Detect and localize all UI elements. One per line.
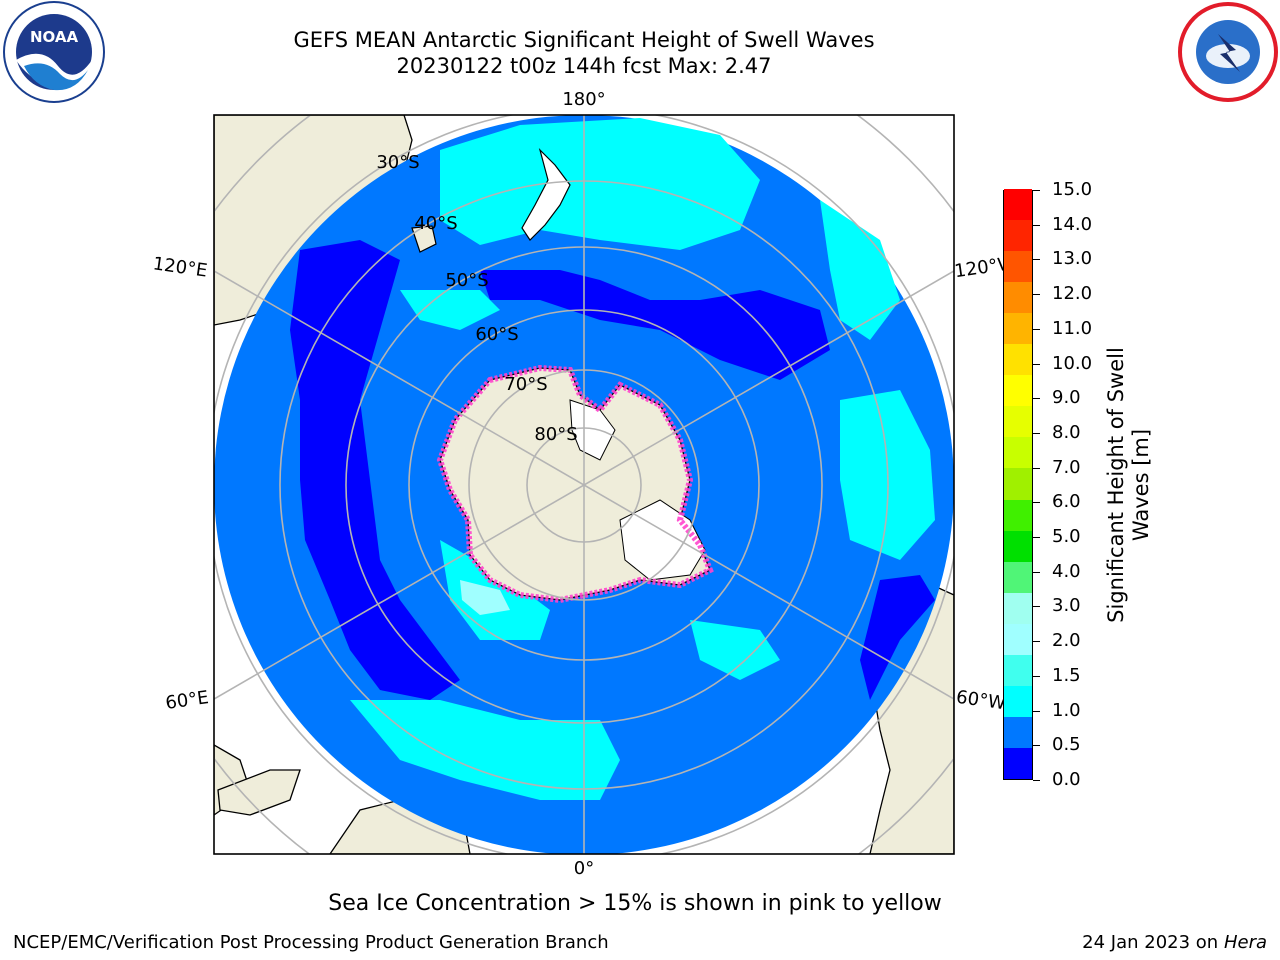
ice-shelf-ross bbox=[569, 399, 616, 461]
colorbar-tick-label: 10.0 bbox=[1052, 352, 1093, 374]
colorbar-segment bbox=[1004, 436, 1032, 469]
colorbar-segment bbox=[1004, 312, 1032, 345]
colorbar-tick-mark bbox=[1033, 467, 1040, 469]
swell-band-0-0.5-west bbox=[290, 240, 460, 700]
chart-subtitle: 20230122 t00z 144h fcst Max: 2.47 bbox=[396, 54, 772, 78]
swell-band-1-1.5-south bbox=[350, 700, 620, 800]
colorbar-tick-mark bbox=[1033, 432, 1040, 434]
colorbar-tick-label: 9.0 bbox=[1052, 387, 1081, 409]
swell-band-1-1.5-southeast bbox=[690, 620, 780, 680]
colorbar-label-line1: Significant Height of Swell bbox=[1104, 347, 1128, 623]
colorbar-segment bbox=[1004, 467, 1032, 500]
sea-ice-edge bbox=[436, 364, 714, 604]
footer-credit: NCEP/EMC/Verification Post Processing Pr… bbox=[13, 932, 609, 953]
noaa-logo-icon: NOAA bbox=[3, 1, 105, 103]
lon-label-60e: 60°E bbox=[164, 687, 210, 714]
nws-logo-icon bbox=[1178, 2, 1278, 102]
colorbar-tick-label: 6.0 bbox=[1052, 491, 1081, 513]
lon-label-60w: 60°W bbox=[955, 687, 1007, 715]
sea-ice-note: Sea Ice Concentration > 15% is shown in … bbox=[328, 891, 942, 916]
lat-label-50s: 50°S bbox=[445, 270, 488, 291]
colorbar-tick-mark bbox=[1033, 710, 1040, 712]
colorbar-segment bbox=[1004, 747, 1032, 779]
colorbar-segment bbox=[1004, 250, 1032, 283]
colorbar-segment bbox=[1004, 219, 1032, 252]
swell-band-1-1.5-north bbox=[440, 118, 760, 250]
colorbar-segment bbox=[1004, 530, 1032, 562]
colorbar-tick-label: 0.0 bbox=[1052, 769, 1081, 790]
colorbar-tick-mark bbox=[1033, 328, 1040, 330]
lat-label-60s: 60°S bbox=[475, 324, 518, 345]
lat-label-40s: 40°S bbox=[414, 213, 457, 234]
colorbar-segment bbox=[1004, 654, 1032, 686]
swell-band-1-1.5-ring bbox=[400, 290, 500, 330]
lat-label-30s: 30°S bbox=[376, 152, 419, 173]
graticule bbox=[214, 115, 954, 854]
colorbar-tick-label: 1.5 bbox=[1052, 664, 1081, 686]
colorbar-tick-mark bbox=[1033, 224, 1040, 226]
swell-band-1.5-2-patch bbox=[460, 580, 510, 615]
swell-band-1-1.5-northeast bbox=[820, 200, 900, 340]
colorbar-tick-mark bbox=[1033, 571, 1040, 573]
colorbar-segment bbox=[1004, 716, 1032, 748]
colorbar-segment bbox=[1004, 343, 1032, 376]
chart-title: GEFS MEAN Antarctic Significant Height o… bbox=[293, 28, 875, 52]
colorbar-tick-mark bbox=[1033, 294, 1040, 296]
colorbar-tick-label: 5.0 bbox=[1052, 526, 1081, 548]
colorbar-segment bbox=[1004, 499, 1032, 531]
lon-label-120e: 120°E bbox=[152, 253, 209, 281]
colorbar-tick-mark bbox=[1033, 363, 1040, 365]
map-frame bbox=[213, 114, 955, 855]
colorbar-tick-label: 14.0 bbox=[1052, 213, 1093, 235]
colorbar-segment bbox=[1004, 685, 1032, 717]
colorbar-segment bbox=[1004, 188, 1032, 221]
colorbar-tick-mark bbox=[1033, 190, 1040, 191]
footer-date-text: 24 Jan 2023 on bbox=[1082, 932, 1224, 953]
svg-text:NOAA: NOAA bbox=[30, 28, 79, 46]
lat-label-70s: 70°S bbox=[504, 374, 547, 395]
colorbar-label-line2: Waves [m] bbox=[1129, 428, 1153, 542]
colorbar-tick-label: 1.0 bbox=[1052, 699, 1081, 721]
colorbar-segment bbox=[1004, 281, 1032, 314]
lon-label-180: 180° bbox=[562, 89, 605, 110]
colorbar-tick-mark bbox=[1033, 398, 1040, 400]
footer-date: 24 Jan 2023 on Hera bbox=[1082, 932, 1267, 954]
colorbar-segment bbox=[1004, 374, 1032, 407]
colorbar-tick-label: 11.0 bbox=[1052, 317, 1093, 339]
colorbar-segment bbox=[1004, 592, 1032, 624]
colorbar-tick-label: 15.0 bbox=[1052, 179, 1093, 200]
colorbar bbox=[1003, 188, 1033, 780]
colorbar-tick-label: 3.0 bbox=[1052, 595, 1081, 617]
colorbar-segment bbox=[1004, 405, 1032, 438]
colorbar-tick-label: 2.0 bbox=[1052, 630, 1081, 652]
colorbar-tick-label: 4.0 bbox=[1052, 560, 1081, 582]
colorbar-tick-mark bbox=[1033, 641, 1040, 643]
colorbar-label: Significant Height of Swell Waves [m] bbox=[1104, 285, 1154, 685]
colorbar-tick-mark bbox=[1033, 537, 1040, 539]
lat-label-80s: 80°S bbox=[534, 424, 577, 445]
colorbar-tick-mark bbox=[1033, 780, 1040, 781]
lon-label-0: 0° bbox=[574, 858, 594, 879]
land-new-zealand bbox=[521, 147, 571, 241]
colorbar-tick-mark bbox=[1033, 675, 1040, 677]
colorbar-tick-label: 7.0 bbox=[1052, 456, 1081, 478]
colorbar-tick-label: 0.5 bbox=[1052, 734, 1081, 756]
colorbar-tick-mark bbox=[1033, 606, 1040, 608]
colorbar-tick-label: 13.0 bbox=[1052, 248, 1093, 270]
colorbar-segment bbox=[1004, 561, 1032, 593]
swell-band-0-0.5-east bbox=[860, 575, 935, 700]
colorbar-tick-label: 12.0 bbox=[1052, 283, 1093, 305]
colorbar-tick-mark bbox=[1033, 259, 1040, 261]
footer-host: Hera bbox=[1223, 932, 1267, 953]
colorbar-tick-mark bbox=[1033, 745, 1040, 747]
colorbar-tick-label: 8.0 bbox=[1052, 421, 1081, 443]
colorbar-tick-mark bbox=[1033, 502, 1040, 504]
land-madagascar bbox=[217, 769, 301, 816]
colorbar-segment bbox=[1004, 623, 1032, 655]
land-tasmania bbox=[411, 225, 437, 253]
